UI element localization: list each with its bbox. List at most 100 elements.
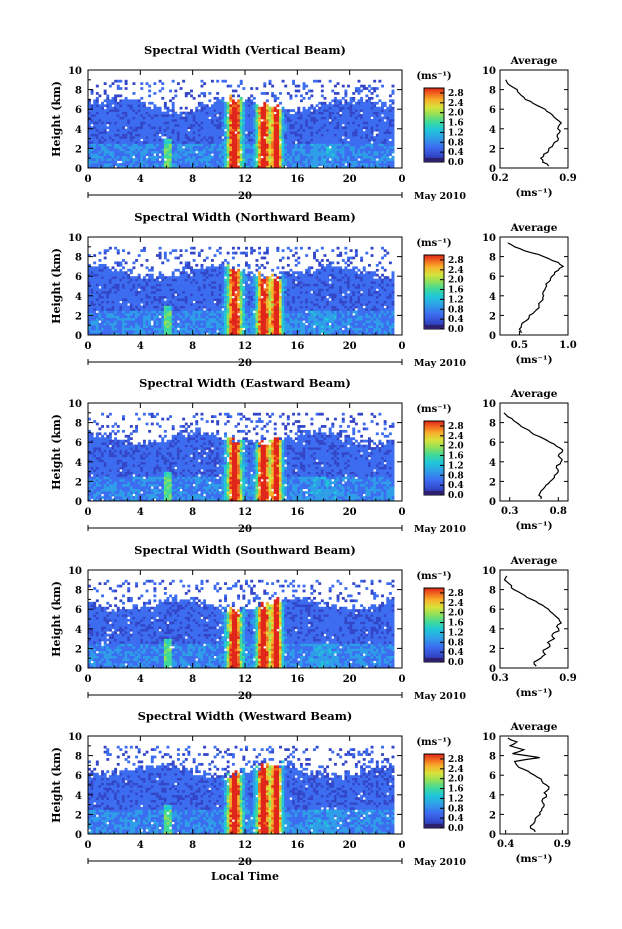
heatmap-cell xyxy=(360,163,364,166)
heatmap-cell xyxy=(132,303,136,306)
heatmap-cell xyxy=(106,150,110,154)
heatmap-cell xyxy=(388,141,392,144)
heatmap-cell xyxy=(174,133,178,137)
heatmap-cell xyxy=(279,114,282,117)
heatmap-cell xyxy=(203,320,207,324)
heatmap-cell xyxy=(273,141,277,144)
heatmap-cell xyxy=(305,92,309,95)
heatmap-cell xyxy=(190,116,193,120)
heatmap-cell xyxy=(276,148,280,152)
heatmap-cell xyxy=(242,87,246,90)
heatmap-cell xyxy=(239,104,243,108)
heatmap-cell xyxy=(182,310,186,314)
heatmap-cell xyxy=(158,114,162,117)
heatmap-cell xyxy=(216,109,220,112)
heatmap-cell xyxy=(226,163,230,166)
heatmap-cell xyxy=(381,148,384,152)
heatmap-cell xyxy=(237,128,241,132)
heatmap-cell xyxy=(365,141,369,144)
heatmap-cell xyxy=(124,322,128,326)
heatmap-cell xyxy=(323,133,327,137)
heatmap-cell xyxy=(313,123,316,127)
heatmap-cell xyxy=(101,141,104,144)
heatmap-cell xyxy=(344,92,348,95)
heatmap-cell xyxy=(187,92,191,95)
heatmap-cell xyxy=(260,158,264,161)
heatmap-cell xyxy=(122,148,125,152)
heatmap-cell xyxy=(370,133,374,137)
heatmap-cell xyxy=(247,109,251,112)
heatmap-cell xyxy=(179,128,183,132)
heatmap-cell xyxy=(195,123,199,127)
heatmap-cell xyxy=(326,128,330,132)
heatmap-cell xyxy=(137,116,141,120)
heatmap-cell xyxy=(208,165,212,169)
heatmap-cell xyxy=(336,141,340,144)
heatmap-cell xyxy=(284,155,288,159)
heatmap-cell xyxy=(182,298,186,301)
heatmap-cell xyxy=(213,141,217,144)
heatmap-cell xyxy=(106,111,110,115)
heatmap-cell xyxy=(98,150,102,154)
heatmap-cell xyxy=(142,325,146,328)
heatmap-cell xyxy=(218,286,222,289)
heatmap-cell xyxy=(111,114,115,117)
heatmap-cell xyxy=(250,126,254,130)
heatmap-cell xyxy=(90,150,94,154)
heatmap-cell xyxy=(116,317,120,321)
heatmap-cell xyxy=(187,298,191,301)
heatmap-cell xyxy=(297,141,301,144)
heatmap-cell xyxy=(184,261,188,265)
heatmap-cell xyxy=(252,114,256,117)
heatmap-cell xyxy=(226,148,230,152)
heatmap-cell xyxy=(158,312,162,316)
heatmap-cell xyxy=(375,123,379,127)
heatmap-cell xyxy=(135,315,139,319)
heatmap-cell xyxy=(279,160,282,164)
heatmap-cell xyxy=(203,155,207,159)
heatmap-cell xyxy=(226,308,230,311)
heatmap-cell xyxy=(90,141,94,144)
heatmap-cell xyxy=(289,126,293,130)
heatmap-cell xyxy=(336,123,340,127)
heatmap-cell xyxy=(373,136,377,139)
heatmap-cell xyxy=(271,116,275,120)
heatmap-cell xyxy=(142,305,146,309)
heatmap-cell xyxy=(226,141,230,144)
heatmap-cell xyxy=(313,158,316,161)
heatmap-cell xyxy=(239,145,243,149)
heatmap-cell xyxy=(229,111,233,115)
heatmap-cell xyxy=(336,165,340,169)
heatmap-cell xyxy=(250,101,254,105)
heatmap-cell xyxy=(114,136,118,139)
heatmap-cell xyxy=(381,116,384,120)
heatmap-cell xyxy=(166,283,170,287)
heatmap-cell xyxy=(108,305,112,309)
heatmap-cell xyxy=(297,158,301,161)
heatmap-cell xyxy=(352,121,356,125)
heatmap-cell xyxy=(347,163,350,166)
heatmap-cell xyxy=(208,119,212,122)
heatmap-cell xyxy=(176,312,180,316)
heatmap-cell xyxy=(294,155,298,159)
heatmap-cell xyxy=(281,133,285,137)
heatmap-cell xyxy=(161,119,165,122)
heatmap-cell xyxy=(305,153,309,157)
heatmap-cell xyxy=(333,121,337,125)
heatmap-cell xyxy=(176,330,180,333)
heatmap-cell xyxy=(276,155,280,159)
heatmap-cell xyxy=(145,158,149,161)
heatmap-cell xyxy=(98,317,102,321)
colorbar-tick-label: 2.4 xyxy=(448,99,464,109)
heatmap-cell xyxy=(333,163,337,166)
heatmap-cell xyxy=(148,114,152,117)
heatmap-cell xyxy=(239,315,243,319)
heatmap-cell xyxy=(245,158,248,161)
heatmap-cell xyxy=(297,131,301,134)
heatmap-cell xyxy=(386,163,390,166)
y-tick-label: 10 xyxy=(68,66,82,77)
heatmap-cell xyxy=(95,126,99,130)
heatmap-cell xyxy=(203,141,207,144)
heatmap-cell xyxy=(349,123,353,127)
heatmap-cell xyxy=(119,87,123,90)
